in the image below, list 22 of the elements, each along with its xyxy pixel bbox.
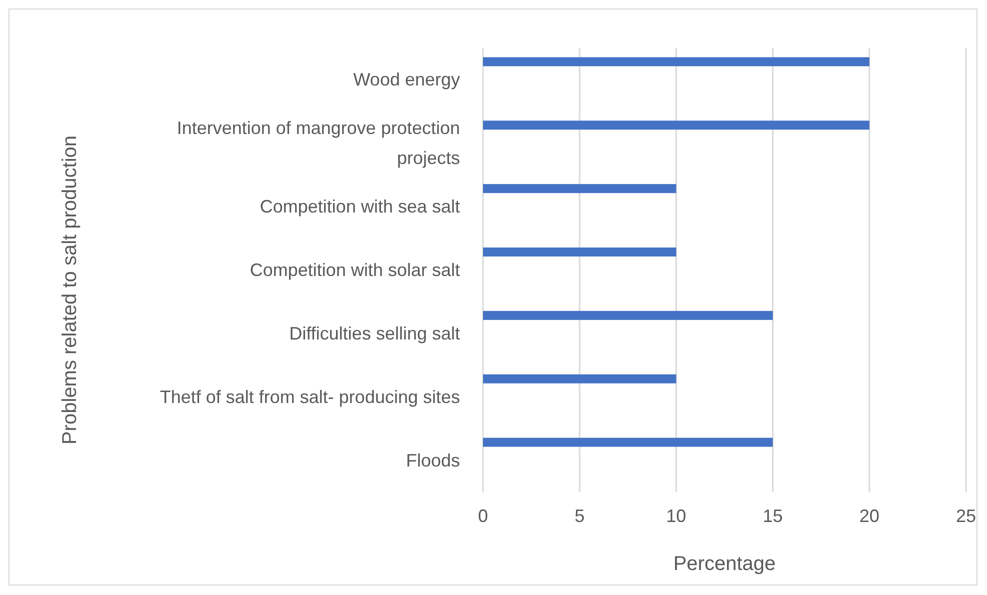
x-tick-label: 10	[666, 506, 686, 526]
y-tick-label: Difficulties selling salt	[289, 323, 460, 344]
bar	[483, 374, 676, 384]
bar	[483, 248, 676, 256]
x-tick-label: 5	[574, 506, 585, 526]
x-tick-label: 25	[956, 506, 976, 526]
y-tick-label: Competition with solar salt	[250, 260, 460, 280]
bar	[483, 57, 870, 66]
bar	[483, 310, 773, 320]
y-tick-label: Wood energy	[353, 70, 460, 90]
y-tick-label: Intervention of mangrove protection projects	[176, 118, 460, 168]
bar	[483, 184, 676, 194]
y-tick-label: Competition with sea salt	[260, 196, 460, 217]
x-axis-title: Percentage	[673, 553, 776, 575]
y-tick-label: Thetf of salt from salt- producing sites	[160, 386, 460, 407]
x-tick-label: 15	[762, 506, 783, 526]
x-tick-label: 20	[859, 506, 880, 526]
x-tick-label: 0	[478, 506, 488, 526]
bar	[483, 120, 870, 130]
y-tick-label: Floods	[406, 450, 460, 470]
y-axis-title: Problems related to salt production	[59, 135, 81, 445]
bar	[483, 438, 773, 447]
